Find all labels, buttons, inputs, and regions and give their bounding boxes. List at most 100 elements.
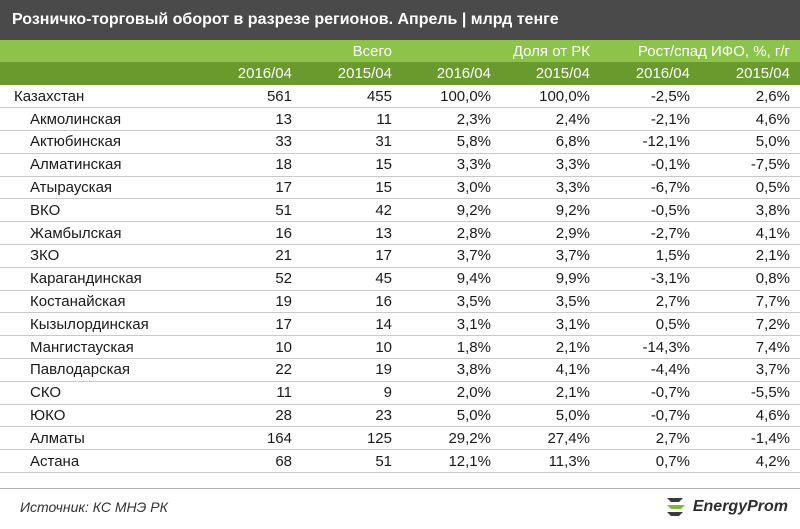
region-name-cell: Карагандинская bbox=[0, 267, 202, 291]
share-2016-cell: 3,5% bbox=[402, 290, 501, 314]
share-2016-cell: 1,8% bbox=[402, 335, 501, 360]
total-2016-cell: 18 bbox=[202, 153, 302, 177]
growth-2016-cell: 0,7% bbox=[600, 449, 700, 474]
region-name-cell: Акмолинская bbox=[0, 107, 202, 132]
region-name-cell: Атырауская bbox=[0, 176, 202, 200]
growth-2016-cell: 2,7% bbox=[600, 426, 700, 451]
region-name-cell: Актюбинская bbox=[0, 130, 202, 154]
table-row: Акмолинская 13 11 2,3% 2,4% -2,1% 4,6% bbox=[0, 107, 800, 132]
total-2016-cell: 22 bbox=[202, 358, 302, 382]
total-2015-cell: 125 bbox=[302, 426, 402, 451]
share-2016-cell: 3,7% bbox=[402, 244, 501, 268]
brand-logo: EnergyProm bbox=[663, 494, 788, 520]
total-2015-cell: 51 bbox=[302, 449, 402, 474]
total-2015-cell: 23 bbox=[302, 404, 402, 428]
growth-2015-cell: 5,0% bbox=[700, 130, 800, 154]
total-2016-cell: 21 bbox=[202, 244, 302, 268]
region-name-cell: Алматы bbox=[0, 426, 202, 451]
table-row: СКО 11 9 2,0% 2,1% -0,7% -5,5% bbox=[0, 381, 800, 405]
region-name-cell: ВКО bbox=[0, 198, 202, 223]
share-2015-cell: 3,1% bbox=[501, 312, 600, 337]
table-row: Костанайская 19 16 3,5% 3,5% 2,7% 7,7% bbox=[0, 290, 800, 314]
total-2016-cell: 52 bbox=[202, 267, 302, 291]
share-2016-cell: 29,2% bbox=[402, 426, 501, 451]
growth-2016-cell: -0,5% bbox=[600, 198, 700, 223]
share-2015-cell: 2,1% bbox=[501, 335, 600, 360]
growth-2015-cell: 7,4% bbox=[700, 335, 800, 360]
total-2016-cell: 164 bbox=[202, 426, 302, 451]
growth-2015-cell: -5,5% bbox=[700, 381, 800, 405]
table-title: Розничко-торговый оборот в разрезе регио… bbox=[0, 0, 800, 40]
header-group-share: Доля от РК bbox=[402, 40, 600, 62]
share-2015-cell: 3,3% bbox=[501, 153, 600, 177]
share-2016-cell: 100,0% bbox=[402, 85, 501, 109]
growth-2015-cell: -7,5% bbox=[700, 153, 800, 177]
growth-2016-cell: -4,4% bbox=[600, 358, 700, 382]
region-name-cell: Мангистауская bbox=[0, 335, 202, 360]
growth-2016-cell: -2,5% bbox=[600, 85, 700, 109]
total-2016-cell: 11 bbox=[202, 381, 302, 405]
growth-2016-cell: 1,5% bbox=[600, 244, 700, 268]
total-2016-cell: 68 bbox=[202, 449, 302, 474]
growth-2015-cell: 7,7% bbox=[700, 290, 800, 314]
total-2016-cell: 33 bbox=[202, 130, 302, 154]
region-name-cell: Жамбылская bbox=[0, 221, 202, 246]
header-group-growth: Рост/спад ИФО, %, г/г bbox=[600, 40, 800, 62]
growth-2016-cell: -0,7% bbox=[600, 381, 700, 405]
growth-2015-cell: 4,2% bbox=[700, 449, 800, 474]
energyprom-logo-icon bbox=[666, 498, 685, 516]
region-name-cell: СКО bbox=[0, 381, 202, 405]
share-2015-cell: 2,9% bbox=[501, 221, 600, 246]
region-name-cell: ЮКО bbox=[0, 404, 202, 428]
growth-2016-cell: -0,7% bbox=[600, 404, 700, 428]
growth-2015-cell: 0,8% bbox=[700, 267, 800, 291]
total-2015-cell: 9 bbox=[302, 381, 402, 405]
header-empty-cell bbox=[0, 40, 202, 62]
table-row: Алматинская 18 15 3,3% 3,3% -0,1% -7,5% bbox=[0, 153, 800, 177]
header-year-share-2015: 2015/04 bbox=[501, 62, 600, 85]
region-name-cell: Костанайская bbox=[0, 290, 202, 314]
table-row: Алматы 164 125 29,2% 27,4% 2,7% -1,4% bbox=[0, 426, 800, 451]
growth-2016-cell: -14,3% bbox=[600, 335, 700, 360]
growth-2015-cell: 4,6% bbox=[700, 404, 800, 428]
table-row: Карагандинская 52 45 9,4% 9,9% -3,1% 0,8% bbox=[0, 267, 800, 291]
region-name-cell: Астана bbox=[0, 449, 202, 474]
share-2015-cell: 100,0% bbox=[501, 85, 600, 109]
growth-2016-cell: -2,7% bbox=[600, 221, 700, 246]
growth-2016-cell: -2,1% bbox=[600, 107, 700, 132]
header-year-row: 2016/04 2015/04 2016/04 2015/04 2016/04 … bbox=[0, 62, 800, 85]
region-name-cell: Казахстан bbox=[0, 85, 202, 109]
table-row: ЗКО 21 17 3,7% 3,7% 1,5% 2,1% bbox=[0, 244, 800, 268]
total-2016-cell: 19 bbox=[202, 290, 302, 314]
region-name-cell: Кызылординская bbox=[0, 312, 202, 337]
total-2015-cell: 45 bbox=[302, 267, 402, 291]
table-row-total: Казахстан 561 455 100,0% 100,0% -2,5% 2,6% bbox=[0, 85, 800, 109]
share-2015-cell: 9,9% bbox=[501, 267, 600, 291]
total-2016-cell: 28 bbox=[202, 404, 302, 428]
growth-2016-cell: -3,1% bbox=[600, 267, 700, 291]
growth-2015-cell: -1,4% bbox=[700, 426, 800, 451]
table-row: Павлодарская 22 19 3,8% 4,1% -4,4% 3,7% bbox=[0, 358, 800, 382]
share-2015-cell: 3,7% bbox=[501, 244, 600, 268]
table-row: ВКО 51 42 9,2% 9,2% -0,5% 3,8% bbox=[0, 198, 800, 223]
share-2016-cell: 12,1% bbox=[402, 449, 501, 474]
growth-2016-cell: -6,7% bbox=[600, 176, 700, 200]
growth-2015-cell: 7,2% bbox=[700, 312, 800, 337]
header-year-total-2016: 2016/04 bbox=[202, 62, 302, 85]
table-body: Казахстан 561 455 100,0% 100,0% -2,5% 2,6% Акмо… bbox=[0, 85, 800, 474]
growth-2016-cell: 2,7% bbox=[600, 290, 700, 314]
total-2015-cell: 15 bbox=[302, 153, 402, 177]
total-2016-cell: 10 bbox=[202, 335, 302, 360]
share-2016-cell: 3,8% bbox=[402, 358, 501, 382]
share-2015-cell: 6,8% bbox=[501, 130, 600, 154]
logo-text: EnergyProm bbox=[692, 498, 788, 515]
regions-table: Всего Доля от РК Рост/спад ИФО, %, г/г 2… bbox=[0, 40, 800, 474]
total-2015-cell: 15 bbox=[302, 176, 402, 200]
share-2015-cell: 3,3% bbox=[501, 176, 600, 200]
share-2015-cell: 2,1% bbox=[501, 381, 600, 405]
region-name-cell: Павлодарская bbox=[0, 358, 202, 382]
header-year-total-2015: 2015/04 bbox=[302, 62, 402, 85]
header-year-growth-2015: 2015/04 bbox=[700, 62, 800, 85]
share-2016-cell: 3,0% bbox=[402, 176, 501, 200]
header-year-share-2016: 2016/04 bbox=[402, 62, 501, 85]
